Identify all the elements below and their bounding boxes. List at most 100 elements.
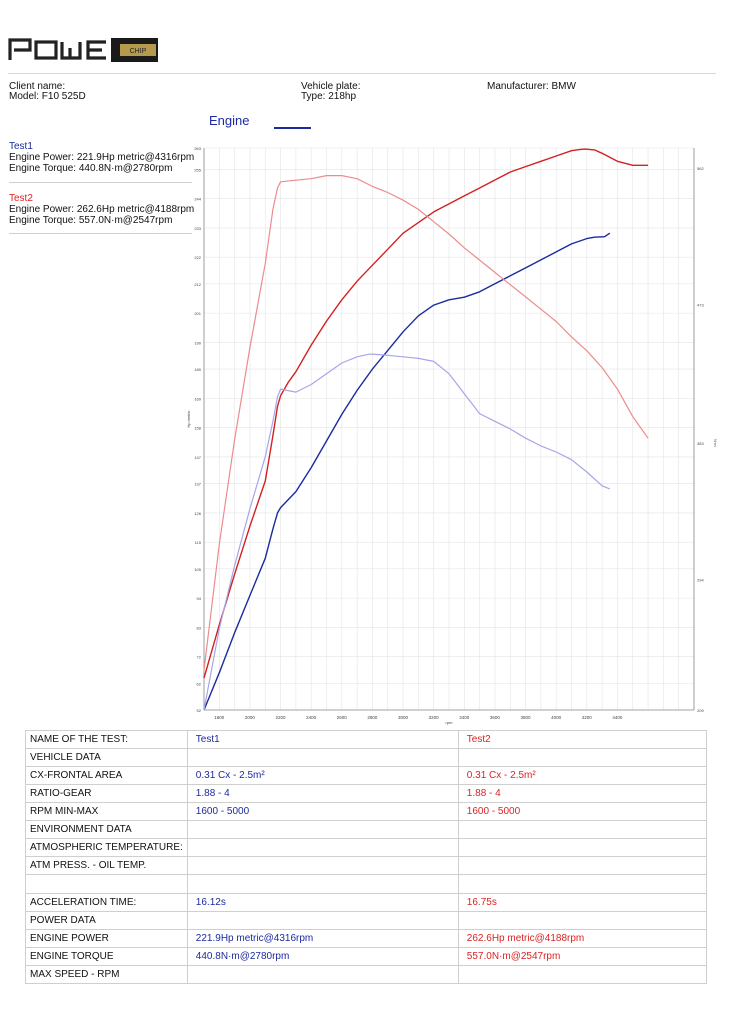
- x-tick-label: 3000: [398, 715, 409, 720]
- legend-test1-name: Test1: [9, 141, 33, 152]
- y-tick-label: 212: [194, 282, 201, 287]
- table-cell-test1: [186, 874, 459, 894]
- legend-test2-power: Engine Power: 262.6Hp metric@4188rpm: [9, 204, 195, 215]
- powerchip-logo: CHIP: [8, 38, 158, 62]
- table-cell-label: POWER DATA: [25, 911, 188, 930]
- x-axis-label: rpm: [446, 720, 454, 725]
- table-row: POWER DATA: [25, 911, 708, 930]
- dyno-chart: 52 62 72 83 94 105 115 126 137 147 158 169 180 190 201…: [186, 146, 718, 725]
- series-test2-torque-line: [203, 174, 649, 671]
- y-tick-label: 147: [194, 455, 201, 460]
- x-tick-label: 2200: [276, 715, 287, 720]
- chart-title: Engine: [209, 113, 250, 128]
- table-cell-test1: 1600 - 5000: [186, 802, 459, 821]
- y-tick-label: 169: [194, 396, 201, 401]
- table-cell-test2: Test2: [457, 730, 708, 749]
- y-tick-label: 263: [194, 146, 201, 151]
- legend-test2-torque: Engine Torque: 557.0N·m@2547rpm: [9, 215, 173, 226]
- y2-tick-label: 209: [697, 708, 704, 713]
- table-cell-test1: Test1: [186, 730, 459, 749]
- x-tick-label: 4200: [582, 715, 593, 720]
- y2-axis-label: N·m: [713, 439, 718, 447]
- table-cell-test2: 16.75s: [457, 893, 708, 912]
- x-tick-label: 2400: [306, 715, 317, 720]
- table-cell-test2: 557.0N·m@2547rpm: [457, 947, 708, 966]
- table-cell-test1: 0.31 Cx - 2.5m²: [186, 766, 459, 785]
- table-cell-label: ATMOSPHERIC TEMPERATURE:: [25, 838, 188, 857]
- y-tick-label: 222: [194, 255, 201, 260]
- table-cell-label: ENGINE TORQUE: [25, 947, 188, 966]
- table-cell-test1: [186, 856, 459, 875]
- y-axis-label: Hp metric: [186, 410, 191, 427]
- y-tick-label: 105: [194, 567, 201, 572]
- vehicle-model: Model: F10 525D: [9, 91, 86, 102]
- table-row: ENGINE POWER 221.9Hp metric@4316rpm 262.6H…: [25, 929, 708, 948]
- table-cell-test2: 262.6Hp metric@4188rpm: [457, 929, 708, 948]
- series-test1-torque-line: [203, 353, 611, 711]
- y-tick-label: 115: [195, 540, 202, 545]
- legend-test2: Test2 Engine Power: 262.6Hp metric@4188r…: [9, 193, 194, 226]
- table-row: MAX SPEED - RPM: [25, 965, 708, 984]
- chart-axes: [203, 148, 695, 711]
- y-tick-label: 255: [194, 167, 201, 172]
- table-row: RPM MIN-MAX 1600 - 5000 1600 - 5000: [25, 802, 708, 821]
- table-row: [25, 874, 708, 894]
- table-cell-label: CX-FRONTAL AREA: [25, 766, 188, 785]
- table-cell-label: [25, 874, 188, 894]
- y-tick-label: 244: [194, 197, 201, 202]
- legend-divider-2: [9, 233, 192, 234]
- chart-grid: [203, 147, 695, 711]
- y-tick-label: 180: [194, 367, 201, 372]
- table-cell-label: VEHICLE DATA: [25, 748, 188, 767]
- table-cell-label: ATM PRESS. - OIL TEMP.: [25, 856, 188, 875]
- table-cell-test2: [457, 965, 708, 984]
- y-tick-label: 137: [194, 482, 201, 487]
- table-cell-test2: [457, 856, 708, 875]
- table-cell-test1: [186, 820, 459, 839]
- table-row: RATIO-GEAR 1.88 - 4 1.88 - 4: [25, 784, 708, 803]
- table-cell-label: ENVIRONMENT DATA: [25, 820, 188, 839]
- table-header-row: NAME OF THE TEST: Test1 Test2: [25, 730, 708, 749]
- legend-test2-name: Test2: [9, 193, 33, 204]
- table-cell-test1: [186, 911, 459, 930]
- table-cell-test2: [457, 748, 708, 767]
- legend-test1-torque: Engine Torque: 440.8N·m@2780rpm: [9, 163, 173, 174]
- y-tick-label: 126: [194, 511, 201, 516]
- table-row: CX-FRONTAL AREA 0.31 Cx - 2.5m² 0.31 Cx - …: [25, 766, 708, 785]
- table-row: ATMOSPHERIC TEMPERATURE:: [25, 838, 708, 857]
- vehicle-type: Type: 218hp: [301, 91, 357, 102]
- table-cell-test2: [457, 838, 708, 857]
- table-cell-test2: 0.31 Cx - 2.5m²: [457, 766, 708, 785]
- chart-labels: 52 62 72 83 94 105 115 126 137 147 158 169 180 190 201…: [186, 146, 718, 725]
- table-cell-test1: [186, 965, 459, 984]
- table-cell-label: RATIO-GEAR: [25, 784, 188, 803]
- table-cell-label: RPM MIN-MAX: [25, 802, 188, 821]
- y2-tick-label: 294: [697, 577, 704, 582]
- client-name: Client name:: [9, 81, 66, 92]
- table-cell-test1: 16.12s: [186, 893, 459, 912]
- table-cell-test1: 221.9Hp metric@4316rpm: [186, 929, 459, 948]
- table-cell-label: ENGINE POWER: [25, 929, 188, 948]
- manufacturer: Manufacturer: BMW: [487, 81, 576, 92]
- table-cell-test2: [457, 911, 708, 930]
- table-cell-label: ACCELERATION TIME:: [25, 893, 188, 912]
- table-cell-test2: [457, 820, 708, 839]
- y2-tick-label: 562: [697, 166, 704, 171]
- y-tick-label: 190: [194, 340, 201, 345]
- x-tick-label: 2600: [337, 715, 348, 720]
- y-tick-label: 62: [197, 681, 202, 686]
- test-data-table: NAME OF THE TEST: Test1 Test2 VEHICLE DATA C…: [25, 730, 708, 984]
- table-row: VEHICLE DATA: [25, 748, 708, 767]
- table-cell-test1: 1.88 - 4: [186, 784, 459, 803]
- chart-series: [203, 148, 649, 711]
- table-cell-test2: [457, 874, 708, 894]
- x-tick-label: 4400: [612, 715, 623, 720]
- x-tick-label: 3800: [521, 715, 532, 720]
- header-divider: [8, 73, 716, 74]
- y-tick-label: 201: [194, 311, 201, 316]
- y-tick-label: 72: [197, 655, 202, 660]
- x-tick-label: 4000: [551, 715, 562, 720]
- table-cell-test1: [186, 838, 459, 857]
- x-tick-label: 2000: [245, 715, 256, 720]
- y-tick-label: 94: [197, 596, 202, 601]
